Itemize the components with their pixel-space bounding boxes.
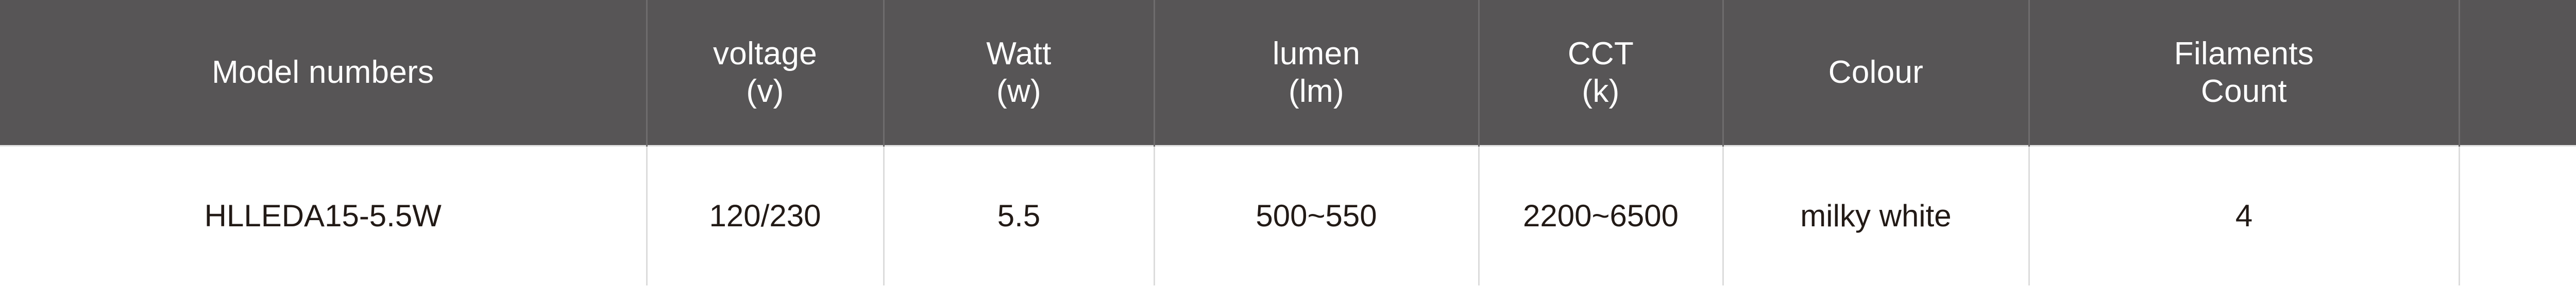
column-header-lumen-line1: lumen (1272, 35, 1361, 71)
column-header-size-line2: (mm) (2465, 73, 2576, 110)
table-header: Model numbers voltage (v) Watt (w) lumen… (0, 0, 2576, 146)
column-header-filaments-count-line1: Filaments (2174, 35, 2314, 71)
cell-colour: milky white (1723, 145, 2030, 285)
column-header-watt-line2: (w) (996, 73, 1041, 109)
table-row: HLLEDA15-5.5W 120/230 5.5 500~550 2200~6… (0, 145, 2576, 285)
cell-lumen: 500~550 (1154, 145, 1480, 285)
column-header-colour: Colour (1723, 0, 2030, 146)
column-header-filaments-count-line2: Count (2201, 73, 2287, 109)
cell-model-number: HLLEDA15-5.5W (0, 145, 648, 285)
column-header-cct-line1: CCT (1567, 35, 1634, 71)
table-header-row: Model numbers voltage (v) Watt (w) lumen… (0, 0, 2576, 146)
cell-filaments-count: 4 (2029, 145, 2460, 285)
column-header-voltage: voltage (v) (647, 0, 885, 146)
column-header-voltage-line1: voltage (713, 35, 818, 71)
cell-voltage: 120/230 (647, 145, 885, 285)
column-header-lumen-line2: (lm) (1289, 73, 1344, 109)
cell-cct: 2200~6500 (1479, 145, 1724, 285)
column-header-model-numbers-line1: Model numbers (212, 55, 434, 91)
column-header-watt-line1: Watt (986, 35, 1052, 71)
column-header-watt: Watt (w) (884, 0, 1155, 146)
column-header-lumen: lumen (lm) (1154, 0, 1480, 146)
column-header-model-numbers: Model numbers (0, 0, 648, 146)
column-header-size: Size L*W*H (mm) (2459, 0, 2576, 146)
column-header-cct-line2: (k) (1582, 73, 1620, 109)
column-header-voltage-line2: (v) (746, 73, 784, 109)
column-header-colour-line1: Colour (1828, 55, 1924, 91)
column-header-filaments-count: Filaments Count (2029, 0, 2460, 146)
table-body: HLLEDA15-5.5W 120/230 5.5 500~550 2200~6… (0, 145, 2576, 285)
cell-watt: 5.5 (884, 145, 1155, 285)
column-header-cct: CCT (k) (1479, 0, 1724, 146)
cell-size: φ 87*48 (2459, 145, 2576, 285)
column-header-size-line1: Size L*W*H (2465, 35, 2576, 73)
